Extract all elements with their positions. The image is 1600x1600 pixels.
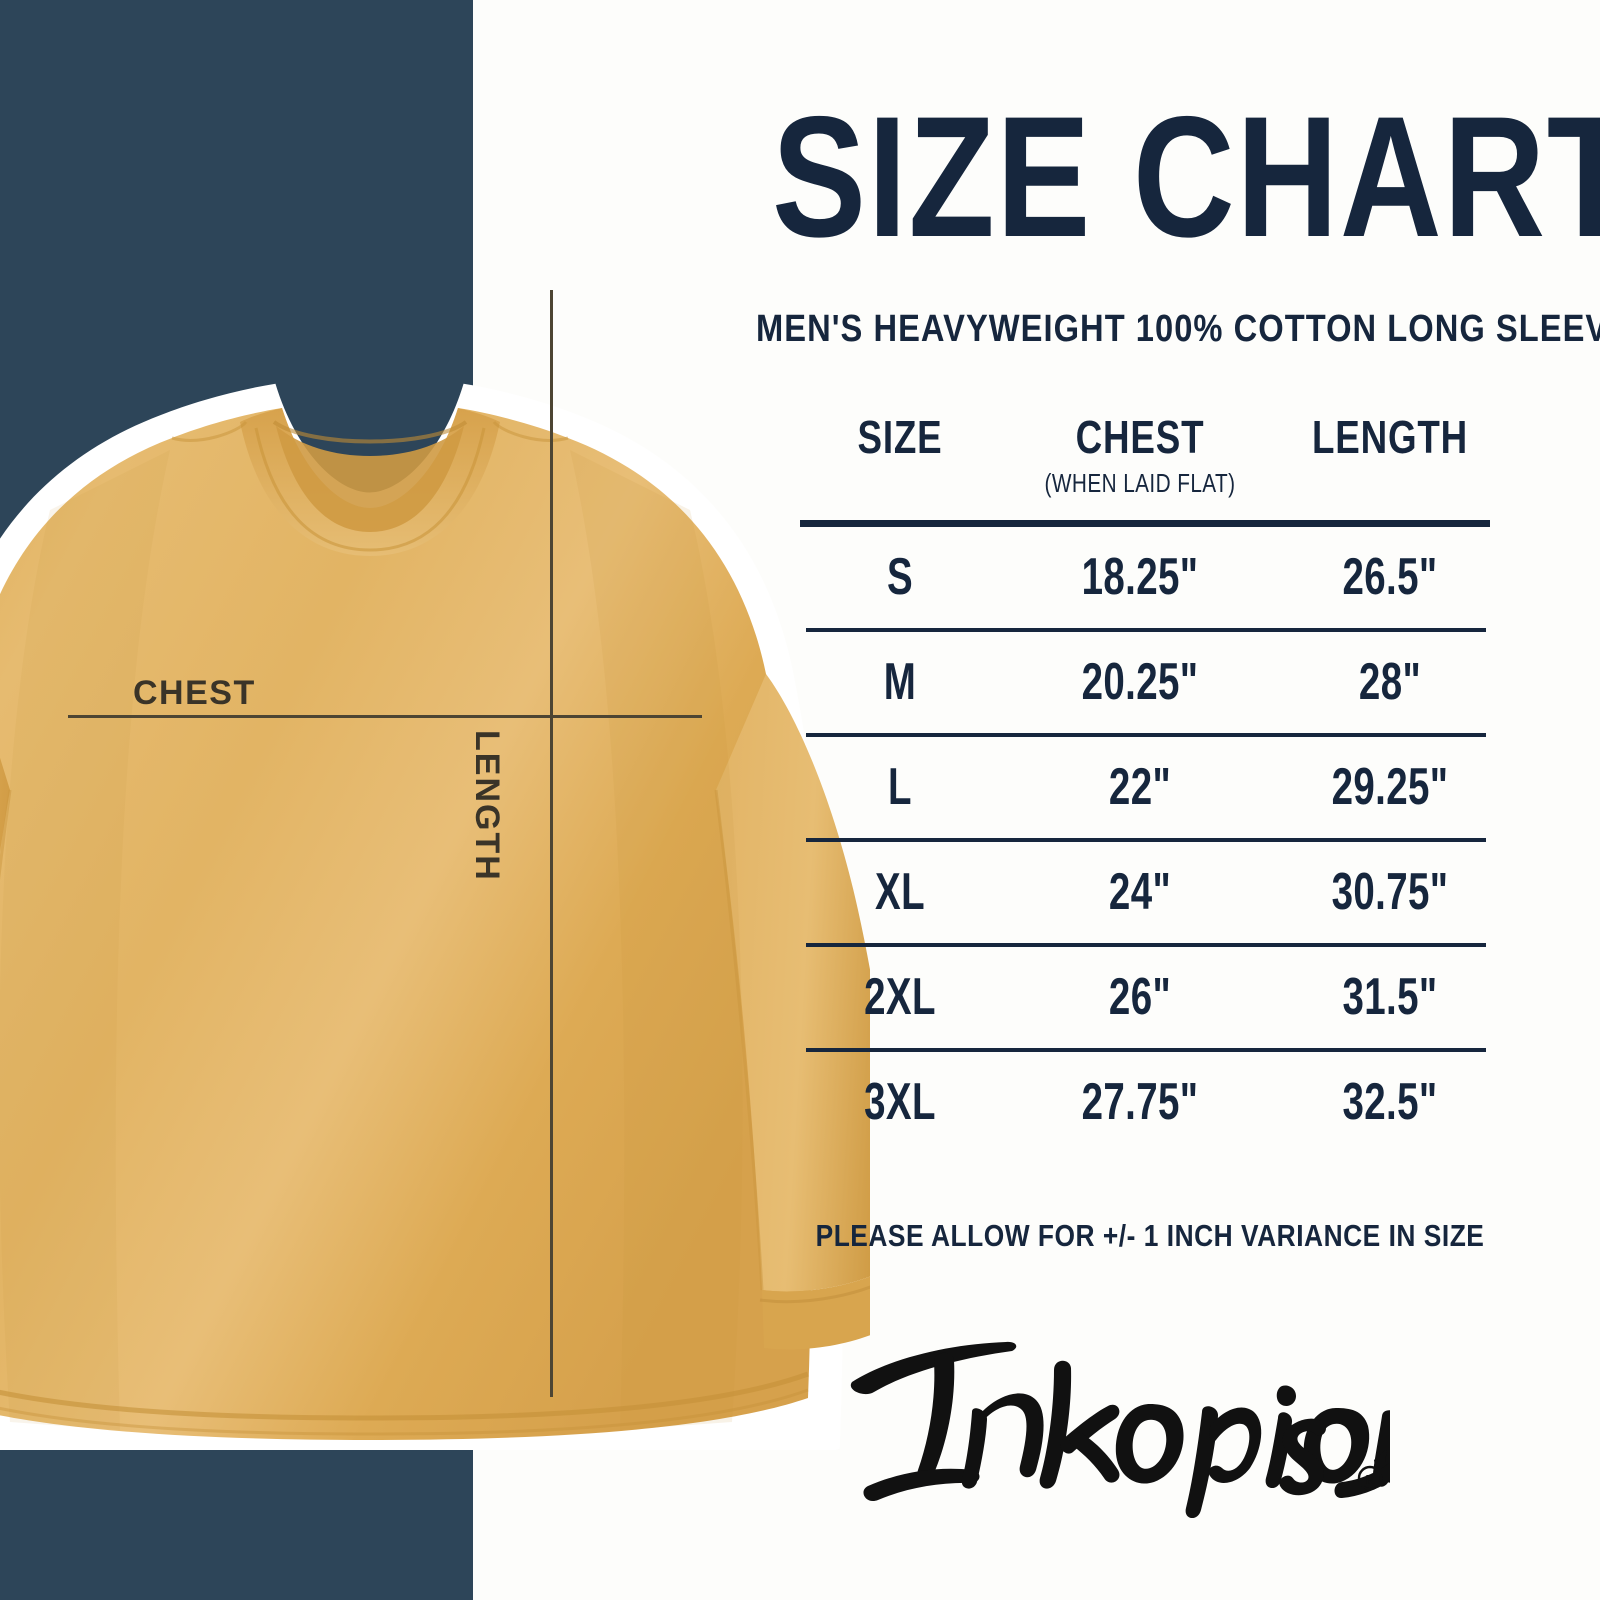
cell-chest: 27.75"	[1081, 1073, 1199, 1131]
cell-chest: 18.25"	[1081, 548, 1199, 606]
cell-size: S	[886, 548, 914, 606]
page-subtitle: MEN'S HEAVYWEIGHT 100% COTTON LONG SLEEV…	[756, 308, 1600, 350]
table-row: L 22" 29.25"	[800, 737, 1490, 838]
table-row-divider	[806, 838, 1486, 842]
table-row: 2XL 26" 31.5"	[800, 947, 1490, 1048]
cell-length: 31.5"	[1342, 968, 1438, 1026]
table-row: XL 24" 30.75"	[800, 842, 1490, 943]
table-row-divider	[806, 1048, 1486, 1052]
table-header-rule	[800, 520, 1490, 527]
cell-chest: 26"	[1108, 968, 1172, 1026]
chest-measurement-note: (WHEN LAID FLAT)	[1044, 468, 1236, 498]
chest-measure-line	[68, 715, 702, 718]
table-row-divider	[806, 943, 1486, 947]
cell-chest: 22"	[1108, 758, 1172, 816]
cell-chest: 24"	[1108, 863, 1172, 921]
size-variance-note: PLEASE ALLOW FOR +/- 1 INCH VARIANCE IN …	[815, 1218, 1485, 1253]
table-row: S 18.25" 26.5"	[800, 527, 1490, 628]
cell-length: 28"	[1358, 653, 1422, 711]
cell-chest: 20.25"	[1081, 653, 1199, 711]
chest-measure-label: CHEST	[133, 674, 256, 712]
cell-length: 26.5"	[1342, 548, 1438, 606]
chart-content-column: SIZE CHART MEN'S HEAVYWEIGHT 100% COTTON…	[700, 0, 1600, 1600]
cell-size: L	[888, 758, 912, 816]
cell-length: 30.75"	[1331, 863, 1449, 921]
length-measure-line	[550, 290, 553, 1397]
cell-length: 29.25"	[1331, 758, 1449, 816]
table-row-divider	[806, 733, 1486, 737]
cell-length: 32.5"	[1342, 1073, 1438, 1131]
cell-size: M	[883, 653, 917, 711]
table-row: 3XL 27.75" 32.5"	[800, 1052, 1490, 1153]
cell-size: 3XL	[864, 1073, 936, 1131]
cell-size: 2XL	[864, 968, 936, 1026]
registered-trademark-icon: R	[1357, 1465, 1383, 1491]
table-row-divider	[806, 628, 1486, 632]
brand-logo-inkopious: R	[830, 1300, 1390, 1520]
column-header-chest: CHEST	[1075, 411, 1205, 463]
page-title: SIZE CHART	[772, 81, 1600, 273]
size-table: SIZE CHEST LENGTH (WHEN LAID FLAT) S 18.…	[800, 410, 1490, 1153]
svg-text:R: R	[1365, 1473, 1375, 1488]
column-header-length: LENGTH	[1311, 411, 1469, 463]
cell-size: XL	[875, 863, 925, 921]
column-header-size: SIZE	[857, 411, 943, 463]
product-photo-long-sleeve-shirt	[0, 250, 870, 1450]
table-row: M 20.25" 28"	[800, 632, 1490, 733]
size-table-header: SIZE CHEST LENGTH (WHEN LAID FLAT)	[800, 410, 1490, 520]
shirt-body	[0, 408, 870, 1440]
length-measure-label: LENGTH	[468, 730, 506, 882]
